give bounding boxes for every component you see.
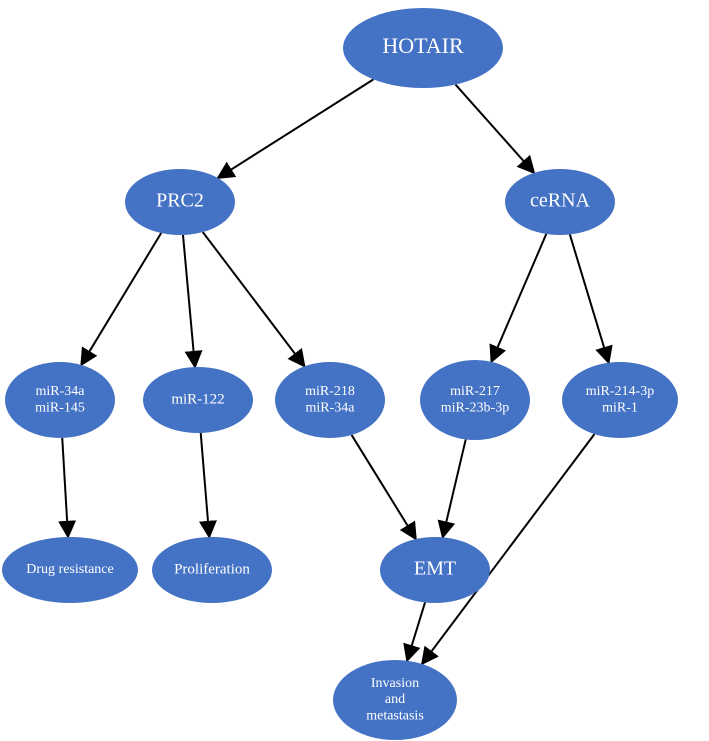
node-label-mir34a-0: miR-34a: [36, 384, 86, 399]
edge-mir217-emt: [443, 439, 466, 537]
node-label-mir217-0: miR-217: [450, 384, 500, 399]
node-label-prolif-0: Proliferation: [174, 561, 250, 577]
node-label-mir214-0: miR-214-3p: [586, 384, 654, 399]
node-mir217: miR-217miR-23b-3p: [420, 360, 530, 440]
node-label-mir214-1: miR-1: [602, 400, 638, 415]
node-drug: Drug resistance: [2, 537, 138, 603]
node-label-cerna-0: ceRNA: [530, 190, 591, 212]
node-prc2: PRC2: [125, 169, 235, 235]
node-mir34a: miR-34amiR-145: [5, 362, 115, 438]
node-label-mir34a-1: miR-145: [35, 400, 85, 415]
node-mir218: miR-218miR-34a: [275, 362, 385, 438]
node-label-mir218-1: miR-34a: [306, 400, 356, 415]
node-mir122: miR-122: [143, 367, 253, 433]
edge-cerna-mir217: [491, 234, 546, 362]
node-cerna: ceRNA: [505, 169, 615, 235]
edge-prc2-mir122: [183, 235, 195, 367]
node-label-drug-0: Drug resistance: [26, 562, 113, 577]
node-label-prc2-0: PRC2: [156, 190, 204, 212]
node-label-inv-1: and: [385, 692, 405, 707]
edge-hotair-prc2: [218, 79, 374, 178]
node-label-mir218-0: miR-218: [305, 384, 355, 399]
node-prolif: Proliferation: [152, 537, 272, 603]
node-label-mir217-1: miR-23b-3p: [441, 400, 509, 415]
node-emt: EMT: [380, 537, 490, 603]
node-inv: Invasionandmetastasis: [333, 660, 457, 740]
edge-mir34a-drug: [62, 438, 68, 537]
edge-prc2-mir218: [203, 232, 305, 366]
node-label-hotair-0: HOTAIR: [382, 33, 464, 58]
node-mir214: miR-214-3pmiR-1: [562, 362, 678, 438]
node-label-inv-0: Invasion: [371, 676, 419, 691]
edge-emt-inv: [407, 602, 425, 660]
edge-hotair-cerna: [456, 85, 535, 173]
edge-prc2-mir34a: [81, 233, 161, 365]
node-label-inv-2: metastasis: [366, 708, 424, 723]
node-label-mir122-0: miR-122: [171, 391, 224, 407]
edge-mir122-prolif: [201, 433, 210, 537]
node-label-emt-0: EMT: [414, 558, 456, 580]
node-hotair: HOTAIR: [343, 8, 503, 88]
hotair-diagram: HOTAIRPRC2ceRNAmiR-34amiR-145miR-122miR-…: [0, 0, 709, 741]
edge-cerna-mir214: [570, 234, 609, 362]
edge-mir218-emt: [352, 435, 416, 539]
